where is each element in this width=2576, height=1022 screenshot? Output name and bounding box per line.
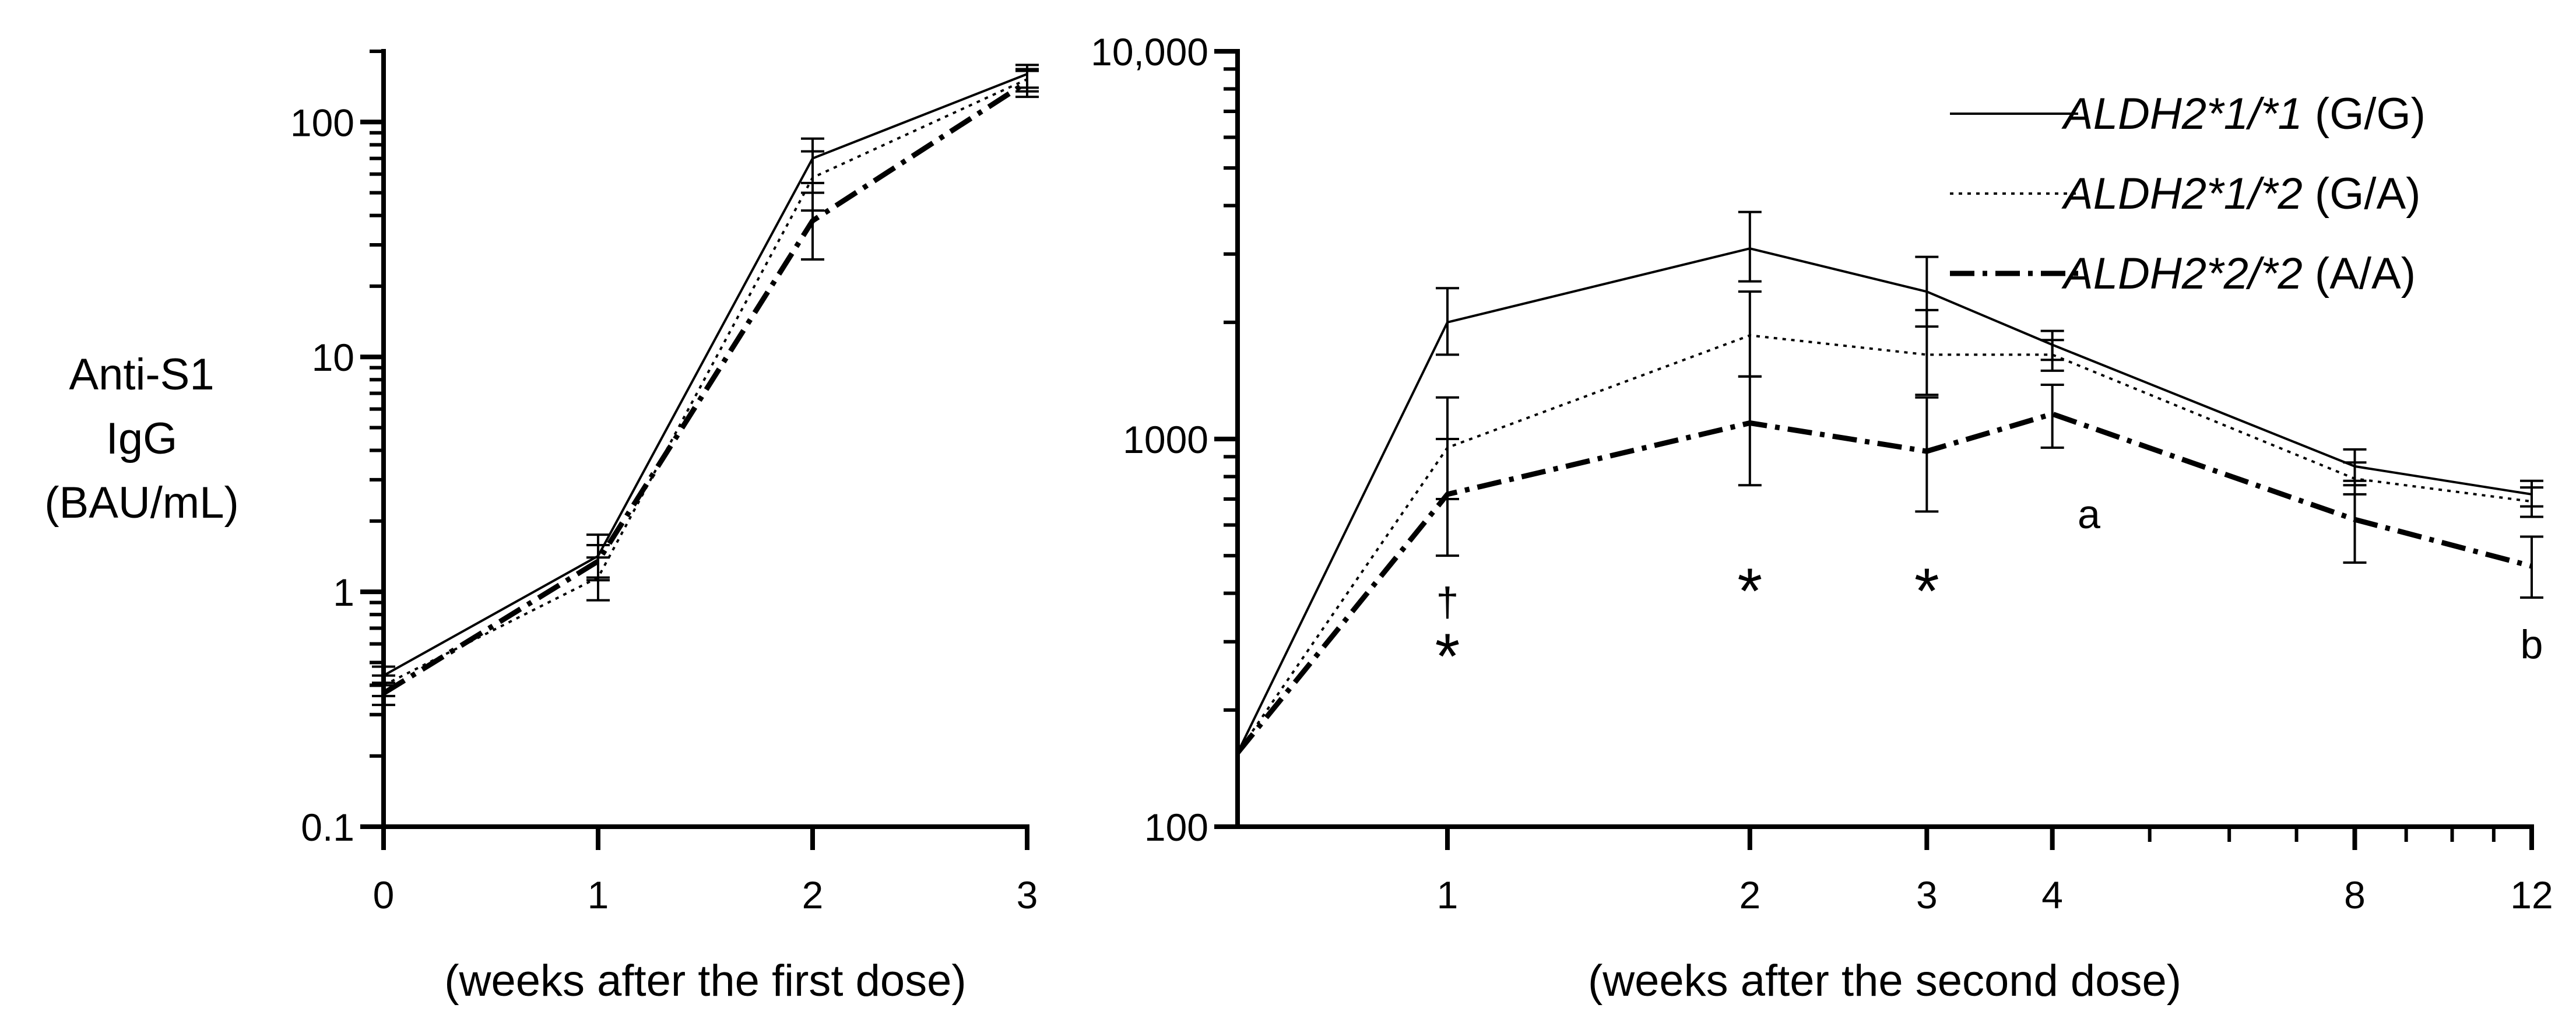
annotation-dagger: †: [1436, 579, 1459, 624]
y-tick-label: 100: [1144, 806, 1208, 849]
legend-genotype: (G/A): [2303, 169, 2421, 219]
x-tick-label: 0: [373, 873, 395, 916]
legend-label: ALDH2*2/*2 (A/A): [2061, 249, 2416, 298]
x-tick-label: 3: [1916, 873, 1938, 916]
y-tick-label: 0.1: [301, 806, 354, 849]
y-axis-label-line: IgG: [106, 414, 178, 463]
x-tick-label: 2: [802, 873, 824, 916]
annotation-asterisk: *: [1737, 556, 1762, 627]
x-axis-label: (weeks after the second dose): [1588, 956, 2181, 1006]
legend-gene-name: ALDH2*2/*2: [2061, 249, 2303, 298]
annotation-asterisk: *: [1435, 621, 1460, 693]
x-tick-label: 2: [1739, 873, 1760, 916]
annotation-letter-a: a: [2078, 491, 2100, 537]
x-tick-label: 4: [2041, 873, 2063, 916]
x-tick-label: 3: [1017, 873, 1038, 916]
annotation-asterisk: *: [1914, 556, 1939, 627]
series-line-solid: [383, 73, 1028, 677]
x-tick-label: 1: [588, 873, 609, 916]
legend-label: ALDH2*1/*2 (G/A): [2061, 169, 2420, 219]
legend-genotype: (G/G): [2303, 89, 2426, 139]
left-panel: 0.1 1 10 100 0 1 2 3 (weeks after the first dose…: [290, 49, 1039, 1006]
legend-gene-name: ALDH2*1/*1: [2061, 89, 2303, 139]
y-axis-label-line: (BAU/mL): [44, 478, 239, 528]
x-axis-label: (weeks after the first dose): [444, 956, 966, 1006]
y-axis-label: Anti-S1 IgG (BAU/mL): [44, 350, 239, 528]
y-tick-label: 1000: [1123, 418, 1208, 461]
x-tick-label: 1: [1437, 873, 1459, 916]
x-tick-label: 8: [2344, 873, 2366, 916]
annotation-letter-b: b: [2521, 622, 2543, 668]
x-tick-label: 12: [2510, 873, 2553, 916]
legend-genotype: (A/A): [2303, 249, 2416, 298]
y-tick-label: 10,000: [1091, 30, 1208, 73]
legend-gene-name: ALDH2*1/*2: [2061, 169, 2303, 219]
y-axis-label-line: Anti-S1: [69, 350, 214, 399]
legend: ALDH2*1/*1 (G/G)ALDH2*1/*2 (G/A)ALDH2*2/…: [1950, 89, 2426, 298]
legend-label: ALDH2*1/*1 (G/G): [2061, 89, 2426, 139]
y-tick-label: 1: [333, 571, 354, 614]
series-line-dashdot: [382, 79, 1029, 696]
y-tick-label: 10: [312, 336, 354, 379]
y-tick-label: 100: [290, 101, 354, 144]
